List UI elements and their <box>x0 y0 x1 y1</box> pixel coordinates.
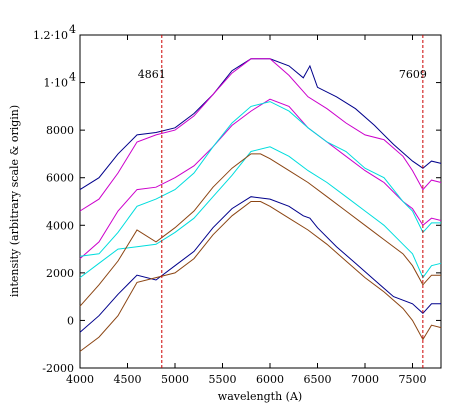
series-line <box>79 58 442 212</box>
x-tick-label: 5500 <box>209 373 237 386</box>
reference-lines: 4861 7609 <box>138 35 427 368</box>
y-tick-label: 1·10 <box>44 77 69 90</box>
y-tick-label: 8000 <box>46 124 74 137</box>
y-axis-title: intensity (arbitrary scale & origin) <box>8 105 21 297</box>
series-line <box>79 146 442 279</box>
axis-tick-labels: 4000 4500 5000 5500 6000 6500 7000 7500 -2000 0 20… <box>33 23 427 386</box>
x-tick-label: 5000 <box>161 373 189 386</box>
x-tick-label: 4500 <box>114 373 142 386</box>
reference-line-label: 7609 <box>399 68 427 81</box>
series-lines <box>79 58 442 352</box>
x-tick-label: 4000 <box>66 373 94 386</box>
y-tick-exponent: 4 <box>69 71 76 84</box>
x-tick-label: 7000 <box>351 373 379 386</box>
y-tick-label: 6000 <box>46 172 74 185</box>
y-tick-label: 0 <box>67 314 74 327</box>
reference-line-label: 4861 <box>138 68 166 81</box>
series-line <box>79 98 442 259</box>
series-line <box>79 58 442 191</box>
axis-ticks <box>79 34 441 369</box>
series-line <box>79 101 441 257</box>
x-tick-label: 7500 <box>399 373 427 386</box>
x-tick-label: 6500 <box>304 373 332 386</box>
plot-frame <box>79 34 442 369</box>
y-tick-label: 2000 <box>46 267 74 280</box>
x-tick-label: 6000 <box>256 373 284 386</box>
y-tick-label: 1.2·10 <box>33 29 68 42</box>
y-tick-exponent: 4 <box>69 23 76 36</box>
series-line <box>79 201 442 352</box>
y-tick-label: 4000 <box>46 219 74 232</box>
y-tick-label: -2000 <box>42 362 74 375</box>
series-line <box>79 153 441 307</box>
series-line <box>79 196 441 333</box>
x-axis-title: wavelength (A) <box>218 390 302 403</box>
